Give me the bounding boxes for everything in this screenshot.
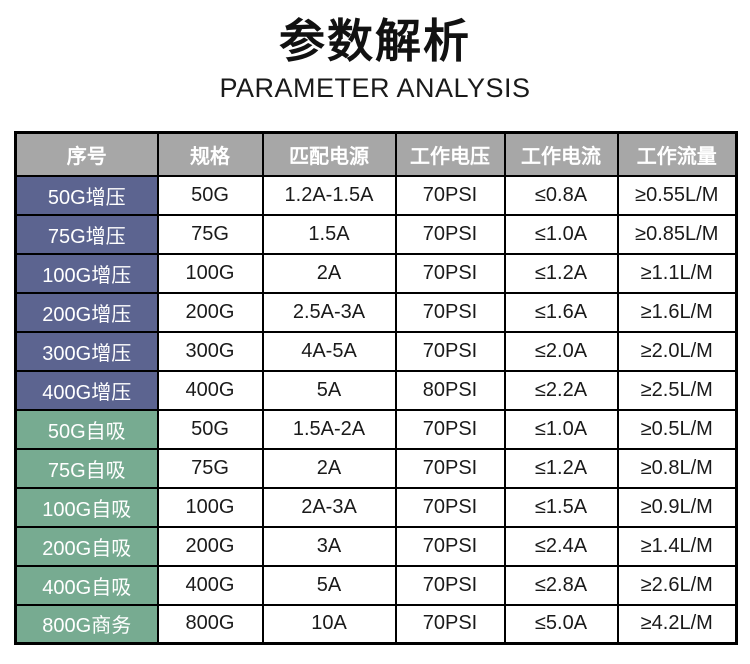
- table-row: 75G自吸 75G 2A 70PSI ≤1.2A ≥0.8L/M: [14, 447, 738, 489]
- title-block: 参数解析 PARAMETER ANALYSIS: [0, 0, 750, 104]
- row-label: 300G增压: [14, 330, 159, 372]
- column-header: 工作电流: [503, 131, 619, 177]
- table-cell: 1.5A-2A: [261, 408, 397, 450]
- table-cell: ≤1.2A: [503, 252, 619, 294]
- table-cell: ≥2.5L/M: [616, 369, 738, 411]
- table-cell: ≥1.4L/M: [616, 525, 738, 567]
- table-cell: 70PSI: [394, 486, 506, 528]
- table-cell: 70PSI: [394, 525, 506, 567]
- table-cell: 75G: [156, 213, 264, 255]
- table-cell: 50G: [156, 408, 264, 450]
- column-header: 序号: [14, 131, 159, 177]
- table-row: 400G自吸 400G 5A 70PSI ≤2.8A ≥2.6L/M: [14, 564, 738, 606]
- table-cell: 70PSI: [394, 564, 506, 606]
- table-cell: 70PSI: [394, 291, 506, 333]
- row-label: 400G自吸: [14, 564, 159, 606]
- table-row: 100G自吸 100G 2A-3A 70PSI ≤1.5A ≥0.9L/M: [14, 486, 738, 528]
- table-row: 50G增压 50G 1.2A-1.5A 70PSI ≤0.8A ≥0.55L/M: [14, 174, 738, 216]
- table-cell: 50G: [156, 174, 264, 216]
- table-cell: 1.2A-1.5A: [261, 174, 397, 216]
- table-row: 100G增压 100G 2A 70PSI ≤1.2A ≥1.1L/M: [14, 252, 738, 294]
- table-cell: ≤2.8A: [503, 564, 619, 606]
- table-cell: 100G: [156, 252, 264, 294]
- column-header: 规格: [156, 131, 264, 177]
- row-label: 75G自吸: [14, 447, 159, 489]
- row-label: 50G增压: [14, 174, 159, 216]
- table-body: 50G增压 50G 1.2A-1.5A 70PSI ≤0.8A ≥0.55L/M 75G增压…: [14, 174, 738, 645]
- table-cell: ≤1.6A: [503, 291, 619, 333]
- column-header: 匹配电源: [261, 131, 397, 177]
- row-label: 400G增压: [14, 369, 159, 411]
- table-cell: ≥0.85L/M: [616, 213, 738, 255]
- table-cell: ≤1.2A: [503, 447, 619, 489]
- row-label: 800G商务: [14, 603, 159, 645]
- row-label: 200G增压: [14, 291, 159, 333]
- table-cell: 100G: [156, 486, 264, 528]
- table-cell: ≤1.0A: [503, 213, 619, 255]
- table-cell: 5A: [261, 369, 397, 411]
- row-label: 100G自吸: [14, 486, 159, 528]
- table-cell: 2A: [261, 447, 397, 489]
- table-cell: 400G: [156, 564, 264, 606]
- table-cell: 70PSI: [394, 447, 506, 489]
- table-cell: ≤0.8A: [503, 174, 619, 216]
- table-row: 800G商务 800G 10A 70PSI ≤5.0A ≥4.2L/M: [14, 603, 738, 645]
- table-cell: ≤2.4A: [503, 525, 619, 567]
- table-cell: 300G: [156, 330, 264, 372]
- table-cell: 5A: [261, 564, 397, 606]
- page-subtitle: PARAMETER ANALYSIS: [219, 73, 531, 104]
- table-cell: ≥1.1L/M: [616, 252, 738, 294]
- table-row: 200G增压 200G 2.5A-3A 70PSI ≤1.6A ≥1.6L/M: [14, 291, 738, 333]
- table-cell: ≥4.2L/M: [616, 603, 738, 645]
- row-label: 200G自吸: [14, 525, 159, 567]
- table-cell: 3A: [261, 525, 397, 567]
- table-row: 300G增压 300G 4A-5A 70PSI ≤2.0A ≥2.0L/M: [14, 330, 738, 372]
- table-cell: 2.5A-3A: [261, 291, 397, 333]
- table-cell: 70PSI: [394, 408, 506, 450]
- table-row: 75G增压 75G 1.5A 70PSI ≤1.0A ≥0.85L/M: [14, 213, 738, 255]
- parameter-table: 序号 规格 匹配电源 工作电压 工作电流 工作流量 50G增压 50G 1.2A-1.5A 70…: [14, 131, 738, 645]
- table-cell: ≤2.2A: [503, 369, 619, 411]
- table-cell: ≥1.6L/M: [616, 291, 738, 333]
- table-cell: 70PSI: [394, 213, 506, 255]
- table-cell: ≥2.0L/M: [616, 330, 738, 372]
- table-cell: 4A-5A: [261, 330, 397, 372]
- row-label: 50G自吸: [14, 408, 159, 450]
- table-cell: 70PSI: [394, 174, 506, 216]
- table-cell: ≥2.6L/M: [616, 564, 738, 606]
- table-cell: ≤2.0A: [503, 330, 619, 372]
- table-cell: ≥0.8L/M: [616, 447, 738, 489]
- table-cell: 2A: [261, 252, 397, 294]
- table-cell: 10A: [261, 603, 397, 645]
- table-cell: ≥0.5L/M: [616, 408, 738, 450]
- table-cell: ≤1.5A: [503, 486, 619, 528]
- table-cell: ≥0.55L/M: [616, 174, 738, 216]
- table-cell: 70PSI: [394, 603, 506, 645]
- table-cell: 200G: [156, 291, 264, 333]
- table-cell: ≤1.0A: [503, 408, 619, 450]
- table-cell: ≤5.0A: [503, 603, 619, 645]
- table-cell: 400G: [156, 369, 264, 411]
- table-cell: ≥0.9L/M: [616, 486, 738, 528]
- table-cell: 80PSI: [394, 369, 506, 411]
- row-label: 100G增压: [14, 252, 159, 294]
- table-row: 400G增压 400G 5A 80PSI ≤2.2A ≥2.5L/M: [14, 369, 738, 411]
- table-cell: 70PSI: [394, 252, 506, 294]
- table-cell: 2A-3A: [261, 486, 397, 528]
- table-header-row: 序号 规格 匹配电源 工作电压 工作电流 工作流量: [14, 131, 738, 177]
- column-header: 工作流量: [616, 131, 738, 177]
- row-label: 75G增压: [14, 213, 159, 255]
- table-cell: 70PSI: [394, 330, 506, 372]
- table-row: 200G自吸 200G 3A 70PSI ≤2.4A ≥1.4L/M: [14, 525, 738, 567]
- table-cell: 75G: [156, 447, 264, 489]
- table-cell: 1.5A: [261, 213, 397, 255]
- table-row: 50G自吸 50G 1.5A-2A 70PSI ≤1.0A ≥0.5L/M: [14, 408, 738, 450]
- page-title: 参数解析: [279, 15, 471, 67]
- table-cell: 200G: [156, 525, 264, 567]
- table-cell: 800G: [156, 603, 264, 645]
- column-header: 工作电压: [394, 131, 506, 177]
